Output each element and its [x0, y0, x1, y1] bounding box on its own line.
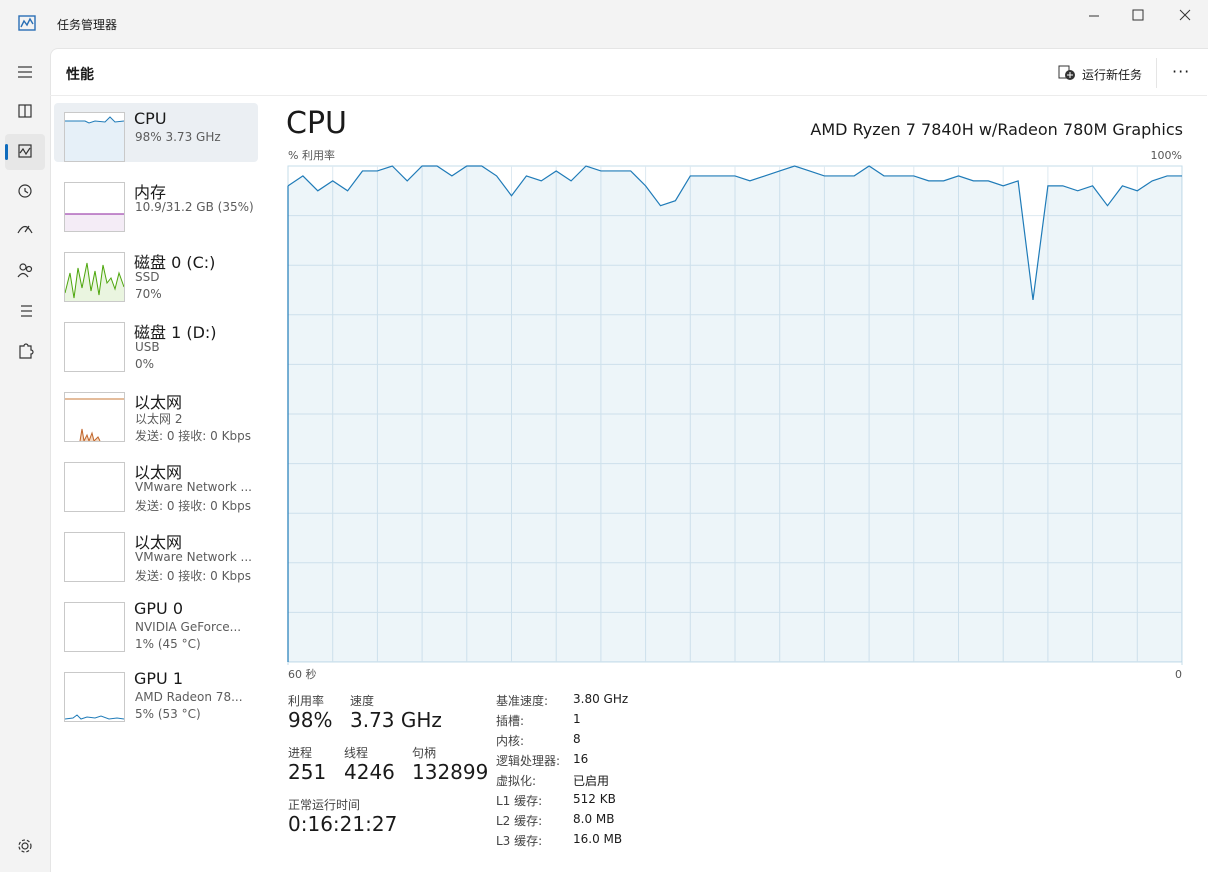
thumbnail-graph [65, 323, 124, 371]
stat-label: 正常运行时间 [288, 798, 361, 812]
device-detail: VMware Network ... [135, 550, 252, 564]
y-tick-label: 100% [1151, 149, 1182, 162]
spec-label: 虚拟化: [496, 774, 537, 788]
page-title: 性能 [66, 67, 94, 83]
device-name[interactable]: 磁盘 0 (C:) [134, 253, 216, 272]
usage-area [288, 166, 1182, 662]
stat-value: 98% [288, 708, 333, 732]
device-name[interactable]: 内存 [134, 183, 167, 202]
spec-value: 512 KB [573, 792, 616, 806]
device-thumbnail[interactable] [64, 252, 125, 302]
divider [1156, 58, 1157, 88]
device-detail: 98% 3.73 GHz [135, 130, 221, 144]
header-divider [50, 95, 1207, 96]
thumbnail-graph [65, 463, 124, 511]
device-thumbnail[interactable] [64, 532, 125, 582]
spec-label: 逻辑处理器: [496, 754, 561, 768]
run-task-icon[interactable] [1058, 65, 1076, 81]
spec-value: 3.80 GHz [573, 692, 629, 706]
stat-value: 4246 [344, 760, 395, 784]
app-icon [18, 15, 36, 31]
device-name[interactable]: 磁盘 1 (D:) [134, 323, 217, 342]
window-title: 任务管理器 [57, 18, 118, 32]
thumbnail-graph [64, 262, 125, 301]
thumbnail-graph [65, 603, 124, 651]
device-detail: SSD [135, 270, 160, 284]
cpu-model: AMD Ryzen 7 7840H w/Radeon 780M Graphics [810, 120, 1183, 139]
device-thumbnail[interactable] [64, 602, 125, 652]
spec-label: L1 缓存: [496, 794, 543, 808]
thumbnail-graph [65, 398, 124, 443]
device-detail: 70% [135, 287, 162, 301]
device-thumbnail[interactable] [64, 112, 125, 162]
thumbnail-graph [65, 533, 124, 581]
spec-label: L3 缓存: [496, 834, 543, 848]
device-detail: 10.9/31.2 GB (35%) [135, 200, 254, 214]
spec-label: 内核: [496, 734, 525, 748]
thumbnail-graph [65, 213, 124, 231]
cpu-chart: % 利用率 100% 60 秒 0 [287, 148, 1183, 681]
device-detail: 发送: 0 接收: 0 Kbps [135, 569, 251, 583]
device-name[interactable]: 以太网 [134, 393, 183, 412]
spec-label: L2 缓存: [496, 814, 543, 828]
device-name[interactable]: GPU 0 [134, 599, 184, 618]
stat-value: 132899 [412, 760, 489, 784]
y-axis-label: % 利用率 [288, 148, 335, 162]
spec-value: 已启用 [573, 774, 610, 788]
device-detail: 1% (45 °C) [135, 637, 201, 651]
stat-label: 线程 [344, 746, 369, 760]
spec-value: 8 [573, 732, 581, 746]
device-detail: 发送: 0 接收: 0 Kbps [135, 499, 251, 513]
usage-line [287, 165, 1182, 300]
device-detail: 以太网 2 [135, 412, 183, 426]
stat-label: 速度 [350, 694, 375, 708]
device-thumbnail[interactable] [64, 672, 125, 722]
detail-title: CPU [286, 106, 347, 141]
device-detail: USB [135, 340, 160, 354]
stat-value: 0:16:21:27 [288, 812, 398, 836]
stat-value: 3.73 GHz [350, 708, 442, 732]
device-detail: 5% (53 °C) [135, 707, 201, 721]
device-detail: 0% [135, 357, 155, 371]
stat-value: 251 [288, 760, 327, 784]
device-detail: VMware Network ... [135, 480, 252, 494]
spec-value: 16 [573, 752, 589, 766]
spec-label: 插槽: [496, 714, 525, 728]
spec-value: 16.0 MB [573, 832, 623, 846]
run-new-task-button[interactable]: 运行新任务 [1082, 68, 1143, 82]
x-tick-label: 60 秒 [288, 667, 317, 681]
more-button[interactable]: ··· [1172, 62, 1191, 81]
device-name[interactable]: GPU 1 [134, 669, 184, 688]
spec-label: 基准速度: [496, 694, 549, 708]
device-name[interactable]: 以太网 [134, 533, 183, 552]
nav-rail[interactable] [0, 60, 50, 872]
spec-value: 1 [573, 712, 581, 726]
spec-value: 8.0 MB [573, 812, 615, 826]
device-thumbnail[interactable] [64, 182, 125, 232]
thumbnail-graph [64, 714, 125, 720]
device-name[interactable]: CPU [134, 109, 167, 128]
device-thumbnail[interactable] [64, 462, 125, 512]
thumbnail-graph [65, 116, 125, 161]
device-thumbnail[interactable] [64, 322, 125, 372]
window-controls[interactable] [1080, 5, 1200, 27]
device-thumbnail[interactable] [64, 392, 125, 443]
device-name[interactable]: 以太网 [134, 463, 183, 482]
stat-label: 句柄 [412, 746, 437, 760]
stat-label: 进程 [288, 746, 313, 760]
stat-label: 利用率 [288, 694, 325, 708]
x-tick-label: 0 [1175, 668, 1182, 681]
device-detail: 发送: 0 接收: 0 Kbps [135, 429, 251, 443]
device-detail: NVIDIA GeForce... [135, 620, 242, 634]
device-detail: AMD Radeon 78... [135, 690, 243, 704]
